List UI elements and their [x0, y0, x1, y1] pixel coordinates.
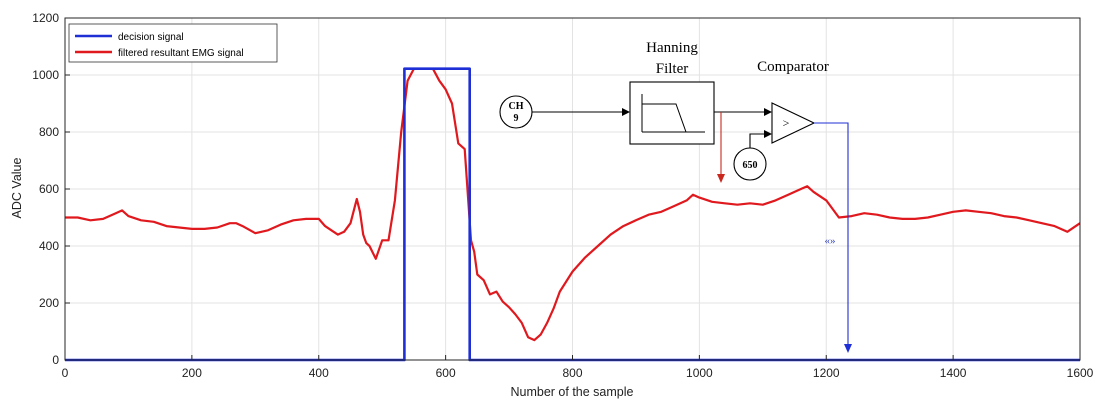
x-tick-label: 800 — [562, 366, 582, 380]
filter-arrowhead — [764, 108, 772, 116]
x-tick-label: 600 — [436, 366, 456, 380]
y-tick-label: 800 — [39, 125, 59, 139]
y-tick-label: 1000 — [32, 68, 59, 82]
x-tick-label: 0 — [62, 366, 69, 380]
comparator-output-line — [814, 122, 849, 346]
emg-signal-line — [65, 67, 1081, 342]
y-tick-label: 1200 — [32, 11, 59, 25]
x-tick-label: 1400 — [940, 366, 967, 380]
x-tick-label: 200 — [182, 366, 202, 380]
comparator-triangle — [771, 102, 816, 144]
comparator-output-arrowhead — [844, 344, 852, 353]
hanning-filter-box — [629, 81, 715, 145]
block-diagram: CH 9 Hanning Filter > Comparator 650 «» — [499, 40, 852, 353]
comparator-title: Comparator — [757, 59, 829, 75]
y-tick-label: 200 — [39, 296, 59, 310]
x-tick-label: 1000 — [686, 366, 713, 380]
legend: decision signal filtered resultant EMG s… — [68, 23, 278, 63]
legend-label-decision: decision signal — [118, 32, 184, 43]
y-tick-label: 0 — [52, 353, 59, 367]
threshold-label: 650 — [743, 160, 758, 171]
threshold-arrowhead — [764, 130, 772, 138]
output-quote-mark: «» — [825, 235, 836, 247]
x-tick-label: 1600 — [1067, 366, 1094, 380]
input-arrowhead — [622, 108, 630, 116]
y-axis-label: ADC Value — [10, 158, 24, 219]
x-tick-label: 400 — [309, 366, 329, 380]
legend-label-emg: filtered resultant EMG signal — [118, 48, 244, 59]
axis-ticks: 0 200 400 600 800 1000 1200 1400 1600 0 200 400 600 8… — [32, 11, 1093, 380]
x-tick-label: 1200 — [813, 366, 840, 380]
comparator-symbol: > — [783, 116, 790, 130]
filter-title-line2: Filter — [656, 61, 689, 77]
threshold-connector — [749, 133, 766, 148]
input-channel-number: 9 — [514, 113, 519, 124]
input-channel-label: CH — [509, 101, 524, 112]
x-axis-label: Number of the sample — [511, 385, 634, 399]
y-tick-label: 600 — [39, 182, 59, 196]
y-tick-label: 400 — [39, 239, 59, 253]
filter-title-line1: Hanning — [646, 40, 698, 56]
filter-tap-arrowhead — [717, 174, 725, 183]
filter-response-icon — [641, 94, 687, 133]
